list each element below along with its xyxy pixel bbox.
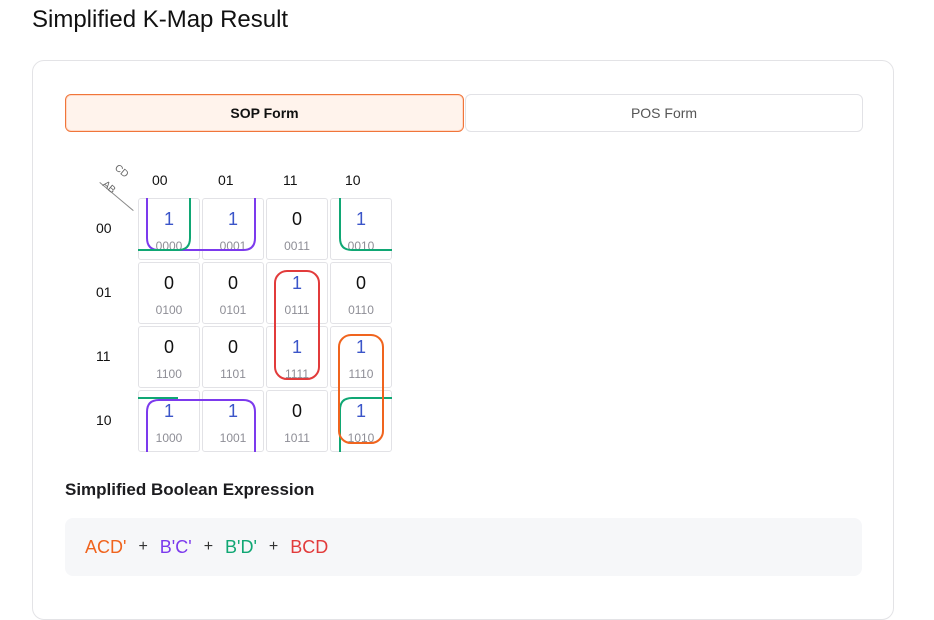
group-bcd [274, 270, 320, 380]
kmap-cell-value: 0 [291, 401, 302, 421]
kmap-cell-binary: 1010 [347, 431, 375, 445]
kmap-cell-value: 1 [227, 209, 238, 229]
kmap-cell-value: 0 [227, 337, 238, 357]
tab-pos-form[interactable]: POS Form [465, 94, 863, 132]
kmap-cell-value: 0 [227, 273, 238, 293]
kmap-cell-binary: 1011 [284, 431, 310, 445]
kmap-cell-value: 0 [163, 273, 174, 293]
kmap-cell: 0 0100 [138, 262, 200, 324]
kmap-cell-value: 0 [355, 273, 366, 293]
kmap-cell: 0 1100 [138, 326, 200, 388]
kmap-cell-value: 0 [291, 209, 302, 229]
row-header: 10 [96, 412, 112, 428]
kmap-cell-binary: 1001 [219, 431, 247, 445]
kmap-cell: 0 0011 [266, 198, 328, 260]
kmap-cell: 0 0110 [330, 262, 392, 324]
kmap-cell-value: 1 [163, 401, 174, 421]
group-b-prime-d-prime-tr [339, 198, 392, 251]
expression-term: B'C' [159, 536, 192, 557]
kmap-cell: 0 1101 [202, 326, 264, 388]
kmap-groups-overlay [138, 198, 392, 452]
expression-title: Simplified Boolean Expression [65, 480, 315, 499]
kmap-cell-binary: 0110 [348, 303, 374, 317]
kmap-grid: CD AB 00 01 11 10 00 01 11 10 1 0000 1 0001… [96, 163, 392, 452]
kmap-cell-value: 1 [291, 337, 302, 357]
group-b-prime-d-prime-tl [138, 198, 191, 251]
kmap-cell-value: 1 [163, 209, 174, 229]
kmap-cell-value: 0 [163, 337, 174, 357]
kmap-cell: 1 1110 [330, 326, 392, 388]
kmap-cell-binary: 1101 [220, 367, 246, 381]
kmap-cell-value: 1 [355, 401, 366, 421]
plus-operator: + [203, 538, 214, 555]
kmap-cell: 0 1011 [266, 390, 328, 452]
kmap-cell: 1 1111 [266, 326, 328, 388]
kmap-cell: 1 0111 [266, 262, 328, 324]
col-header: 11 [283, 172, 298, 188]
tab-sop-form[interactable]: SOP Form [65, 94, 464, 132]
kmap-cell: 0 0101 [202, 262, 264, 324]
kmap-cell-value: 1 [291, 273, 302, 293]
col-header: 10 [345, 172, 361, 188]
expression-term: B'D' [225, 536, 257, 557]
kmap-cell-binary: 0011 [284, 239, 310, 253]
kmap-cell-value: 1 [227, 401, 238, 421]
kmap-cell-binary: 0100 [155, 303, 183, 317]
kmap-cell: 1 1000 [138, 390, 200, 452]
form-tabs: SOP Form POS Form [65, 94, 863, 132]
group-b-prime-c-prime-top [146, 198, 256, 251]
row-header: 00 [96, 220, 112, 236]
col-header: 01 [218, 172, 234, 188]
page-title: Simplified K-Map Result [32, 6, 289, 33]
kmap-cell-binary: 0101 [219, 303, 247, 317]
plus-operator: + [138, 538, 148, 555]
kmap-cell-binary: 1000 [155, 431, 183, 445]
kmap-cell-binary: 1110 [348, 367, 374, 381]
group-acd-prime [338, 334, 384, 444]
group-b-prime-c-prime-bottom [146, 399, 256, 452]
row-header: 11 [96, 348, 111, 364]
expression-box: ACD' + B'C' + B'D' + BCD [65, 518, 862, 576]
kmap-cell-binary: 0111 [284, 303, 310, 317]
kmap-cell-value: 1 [355, 209, 366, 229]
kmap-cell-binary: 1100 [156, 367, 182, 381]
kmap-cell-value: 1 [355, 337, 366, 357]
row-header: 01 [96, 284, 112, 300]
col-header: 00 [152, 172, 168, 188]
expression-term: ACD' [85, 536, 127, 557]
plus-operator: + [268, 538, 279, 555]
kmap-cell-binary: 1111 [284, 367, 310, 381]
expression-term: BCD [290, 536, 329, 557]
